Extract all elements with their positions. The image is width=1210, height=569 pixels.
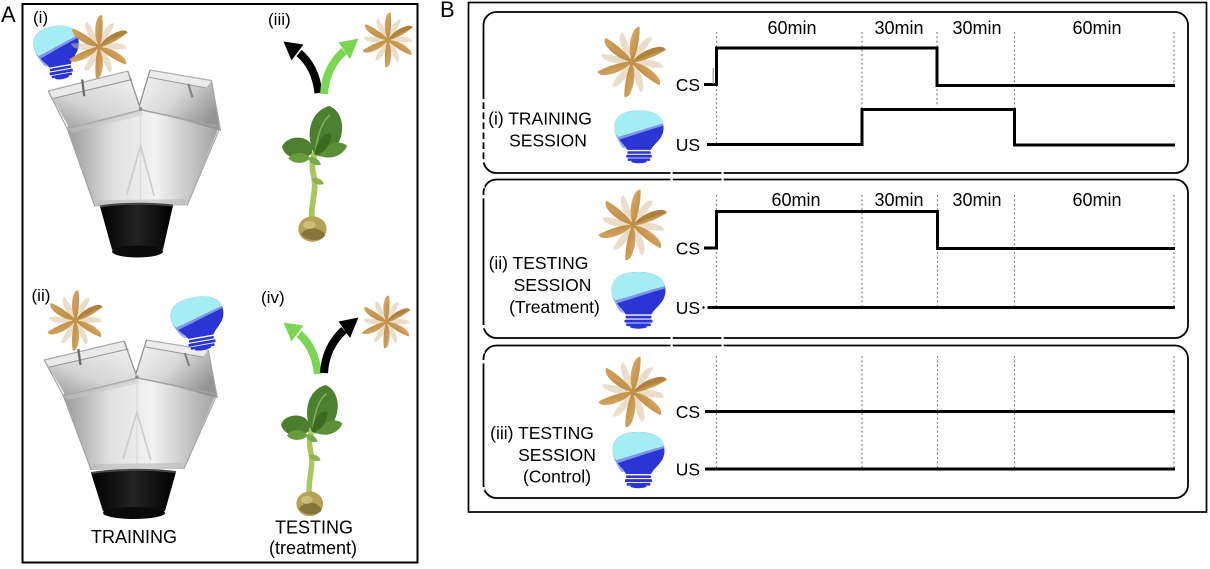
svg-text:US: US [676,135,700,155]
svg-text:(treatment): (treatment) [269,538,357,558]
svg-text:(Treatment): (Treatment) [509,297,600,317]
svg-text:SESSION: SESSION [514,275,592,295]
svg-text:A: A [1,2,16,27]
svg-text:(Control): (Control) [523,467,591,487]
svg-text:(ii) TESTING: (ii) TESTING [489,253,589,273]
svg-text:SESSION: SESSION [509,131,587,151]
svg-text:60min: 60min [1072,18,1121,38]
svg-text:(iii) TESTING: (iii) TESTING [490,423,594,443]
svg-text:(iv): (iv) [261,288,285,307]
svg-text:30min: 30min [874,18,923,38]
svg-text:(iii): (iii) [268,10,291,29]
svg-text:TRAINING: TRAINING [91,527,177,547]
svg-text:US: US [676,298,700,318]
svg-text:CS: CS [676,402,700,422]
svg-text:CS: CS [676,239,700,259]
svg-text:30min: 30min [952,190,1001,210]
svg-text:60min: 60min [1072,190,1121,210]
svg-text:60min: 60min [767,18,816,38]
svg-text:US: US [676,460,700,480]
svg-text:TESTING: TESTING [275,518,353,538]
svg-text:60min: 60min [771,190,820,210]
svg-text:CS: CS [676,75,700,95]
svg-text:SESSION: SESSION [518,445,596,465]
svg-text:B: B [440,0,455,22]
svg-text:(i) TRAINING: (i) TRAINING [488,109,592,129]
svg-text:30min: 30min [874,190,923,210]
svg-text:(ii): (ii) [32,286,51,305]
svg-text:(i): (i) [33,8,48,27]
svg-text:30min: 30min [952,18,1001,38]
